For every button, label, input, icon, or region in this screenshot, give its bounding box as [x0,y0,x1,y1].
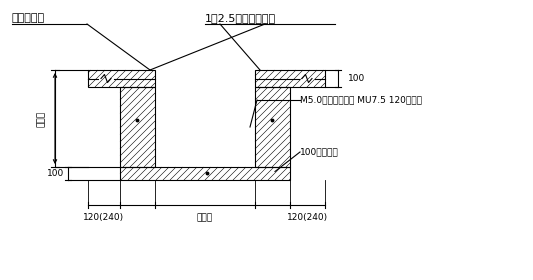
Text: 120(240): 120(240) [287,213,328,222]
Text: M5.0水泥砂浆砌筑 MU7.5 120厚砖墙: M5.0水泥砂浆砌筑 MU7.5 120厚砖墙 [300,95,422,104]
Text: 100: 100 [348,74,365,83]
Text: 100: 100 [47,169,64,178]
Text: 地梁或承台: 地梁或承台 [12,13,45,23]
Text: 100厚砼垫层: 100厚砼垫层 [300,148,339,157]
Text: 地梁深: 地梁深 [36,110,45,127]
Text: 1：2.5水泥砂浆粉刷: 1：2.5水泥砂浆粉刷 [205,13,276,23]
Text: 120(240): 120(240) [84,213,125,222]
Text: 地梁宽: 地梁宽 [197,213,213,222]
